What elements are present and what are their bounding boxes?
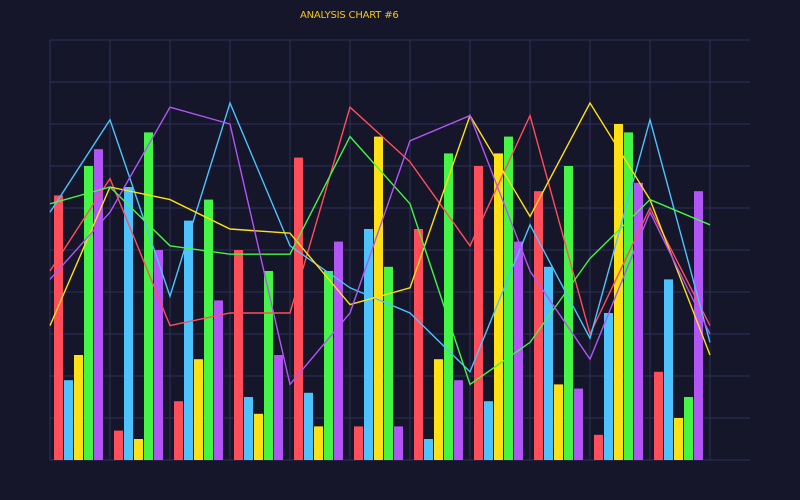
bar-1-2 bbox=[114, 430, 123, 460]
bar-5-1 bbox=[94, 149, 103, 460]
bar-3-9 bbox=[554, 384, 563, 460]
bar-5-4 bbox=[274, 355, 283, 460]
bar-4-1 bbox=[84, 166, 93, 460]
bar-4-3 bbox=[204, 199, 213, 460]
bar-3-3 bbox=[194, 359, 203, 460]
bar-3-4 bbox=[254, 413, 263, 460]
bar-1-5 bbox=[294, 157, 303, 460]
bar-3-2 bbox=[134, 439, 143, 460]
bar-4-7 bbox=[444, 153, 453, 460]
bar-5-7 bbox=[454, 380, 463, 460]
bar-4-8 bbox=[504, 136, 513, 460]
chart-bars bbox=[54, 124, 703, 461]
bar-5-10 bbox=[634, 182, 643, 461]
bar-1-11 bbox=[654, 371, 663, 460]
line-series-4 bbox=[49, 135, 711, 386]
bar-2-5 bbox=[304, 392, 313, 460]
bar-2-3 bbox=[184, 220, 193, 460]
bar-3-6 bbox=[374, 136, 383, 460]
bar-2-1 bbox=[64, 380, 73, 460]
bar-4-5 bbox=[324, 271, 333, 460]
bar-3-1 bbox=[74, 355, 83, 460]
bar-1-6 bbox=[354, 426, 363, 460]
bar-3-10 bbox=[614, 124, 623, 460]
line-series-5 bbox=[49, 106, 711, 386]
bar-1-7 bbox=[414, 229, 423, 460]
bar-2-10 bbox=[604, 313, 613, 460]
chart-lines bbox=[49, 100, 711, 386]
bar-4-6 bbox=[384, 266, 393, 460]
chart-grid bbox=[49, 39, 750, 461]
bar-1-1 bbox=[54, 195, 63, 460]
bar-4-10 bbox=[624, 132, 633, 460]
bar-1-3 bbox=[174, 401, 183, 460]
bar-5-3 bbox=[214, 300, 223, 460]
bar-2-6 bbox=[364, 229, 373, 460]
bar-3-8 bbox=[494, 153, 503, 460]
bar-3-11 bbox=[674, 418, 683, 460]
bar-4-4 bbox=[264, 271, 273, 460]
bar-1-9 bbox=[534, 191, 543, 460]
bar-3-5 bbox=[314, 426, 323, 460]
bar-2-4 bbox=[244, 397, 253, 460]
bar-2-9 bbox=[544, 266, 553, 460]
bar-1-10 bbox=[594, 434, 603, 460]
bar-5-9 bbox=[574, 388, 583, 460]
bar-2-7 bbox=[424, 439, 433, 460]
bar-3-7 bbox=[434, 359, 443, 460]
bar-4-9 bbox=[564, 166, 573, 460]
line-series-3 bbox=[49, 101, 711, 356]
line-series-2 bbox=[49, 100, 711, 374]
bar-2-2 bbox=[124, 187, 133, 460]
bar-2-8 bbox=[484, 401, 493, 460]
bar-4-2 bbox=[144, 132, 153, 460]
bar-4-11 bbox=[684, 397, 693, 460]
bar-2-11 bbox=[664, 279, 673, 460]
line-series-1 bbox=[49, 105, 711, 336]
bar-1-8 bbox=[474, 166, 483, 460]
bar-5-5 bbox=[334, 241, 343, 460]
bar-1-4 bbox=[234, 250, 243, 460]
bar-5-2 bbox=[154, 250, 163, 460]
chart-title: ANALYSIS CHART #6 bbox=[300, 10, 399, 21]
bar-5-6 bbox=[394, 426, 403, 460]
